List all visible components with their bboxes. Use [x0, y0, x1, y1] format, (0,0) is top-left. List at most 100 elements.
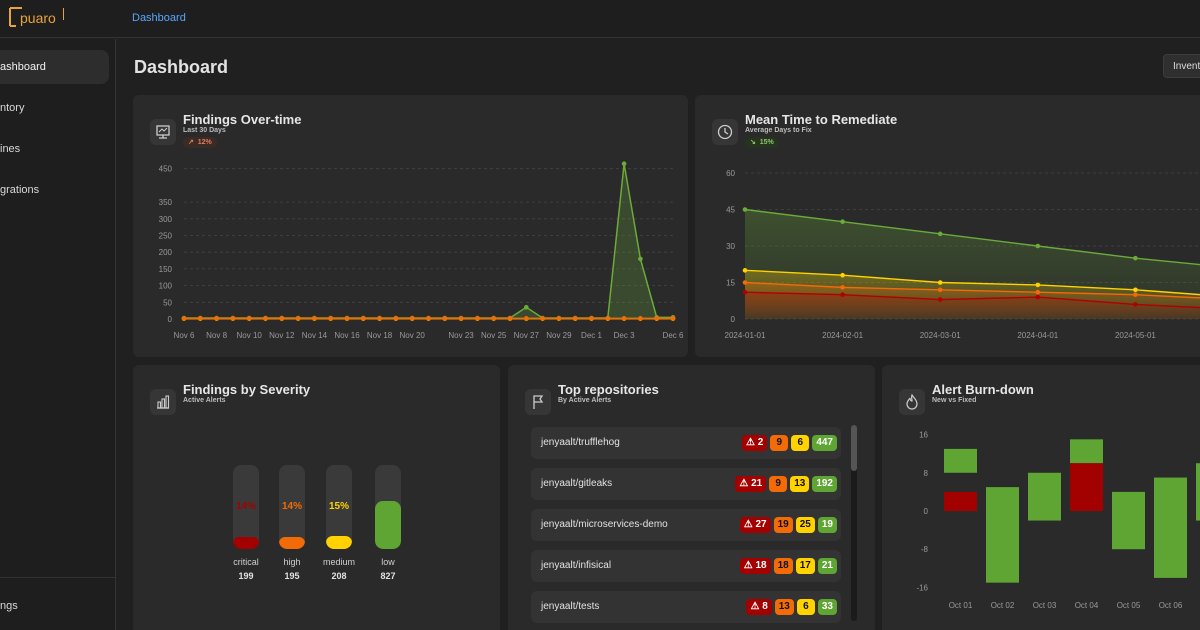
alert-badges: ⚠ 18 18 17 21	[739, 558, 837, 574]
repo-row[interactable]: jenyaalt/tests ⚠ 8 13 6 33	[531, 591, 841, 623]
x-tick-label: Nov 6	[174, 331, 195, 340]
warning-icon: ⚠	[750, 601, 760, 612]
y-tick-label: 0	[168, 315, 173, 324]
repo-name: jenyaalt/tests	[541, 601, 600, 612]
mttr-line-chart: 0 15 30 45 60 2024-01-01 2024-02-01 2024-03-01 2…	[725, 169, 1200, 340]
x-tick-label: Nov 10	[237, 331, 263, 340]
series-line	[184, 163, 673, 319]
bar	[944, 491, 977, 511]
data-point	[556, 316, 562, 321]
sidebar-item-settings[interactable]: ngs	[0, 589, 109, 623]
x-tick-label: 2024-01-01	[725, 331, 766, 340]
data-point	[1035, 294, 1041, 300]
severity-card: Findings by Severity Active Alerts 14% c…	[133, 365, 500, 630]
data-point	[524, 305, 529, 310]
bar-chart-icon	[150, 389, 176, 415]
data-point	[1133, 302, 1138, 307]
app-logo[interactable]: puaro	[8, 6, 64, 30]
card-title: Top repositories	[558, 382, 659, 397]
repo-row[interactable]: jenyaalt/trufflehog ⚠ 2 9 6 447	[531, 427, 841, 459]
data-point	[840, 285, 845, 290]
data-point	[937, 280, 943, 285]
x-tick-label: Nov 8	[206, 331, 227, 340]
x-tick-label: Oct 01	[949, 601, 973, 610]
data-point	[742, 289, 748, 295]
sidebar-item-dashboard[interactable]: ashboard	[0, 50, 109, 84]
inventory-button[interactable]: Invento	[1163, 54, 1200, 78]
severity-label: low	[381, 557, 395, 567]
burndown-bar-chart: 16 8 0 -8 -16 Oct 01 Oct 02 Oct 03 Oct 04 Oct 05 O…	[916, 431, 1200, 610]
x-tick-label: Nov 14	[302, 331, 328, 340]
repo-row[interactable]: jenyaalt/microservices-demo ⚠ 27 19 25 1…	[531, 509, 841, 541]
x-tick-label: Nov 23	[448, 331, 474, 340]
critical-badge: ⚠ 18	[739, 558, 771, 574]
y-tick-label: 450	[159, 165, 173, 174]
y-tick-label: 50	[163, 298, 172, 307]
data-point	[840, 292, 845, 297]
repo-row[interactable]: jenyaalt/infisical ⚠ 18 18 17 21	[531, 550, 841, 582]
data-point	[1133, 292, 1138, 297]
data-point	[393, 316, 399, 321]
severity-percent: 14%	[281, 501, 302, 512]
card-subtitle: Last 30 Days	[183, 127, 226, 134]
low-badge: 447	[812, 435, 837, 451]
y-tick-label: 60	[726, 169, 735, 178]
series-line	[744, 269, 1200, 296]
sidebar-item-pipelines[interactable]: ines	[0, 132, 109, 166]
x-tick-label: Dec 1	[581, 331, 602, 340]
bar	[1154, 477, 1187, 578]
scrollbar-thumb[interactable]	[851, 425, 857, 471]
repo-name: jenyaalt/trufflehog	[541, 437, 620, 448]
page-title: Dashboard	[134, 57, 229, 77]
data-point	[621, 161, 627, 166]
data-point	[937, 297, 943, 302]
delta-value: 12%	[197, 139, 212, 146]
data-point	[442, 316, 448, 321]
x-tick-label: Oct 04	[1075, 601, 1099, 610]
card-title: Mean Time to Remediate	[745, 112, 898, 127]
sidebar: ashboard ntory ines grations ngs	[0, 39, 116, 630]
top-repositories-card: Top repositories By Active Alerts jenyaa…	[508, 365, 875, 630]
x-tick-label: Oct 02	[991, 601, 1015, 610]
x-tick-label: 2024-02-01	[822, 331, 863, 340]
data-point	[426, 316, 431, 321]
sidebar-item-label: ntory	[0, 102, 25, 114]
repo-row[interactable]: jenyaalt/gitleaks ⚠ 21 9 13 192	[531, 468, 841, 500]
sidebar-item-label: ngs	[0, 600, 18, 612]
data-point	[377, 316, 382, 321]
series-area	[184, 163, 673, 319]
x-tick-label: Nov 18	[367, 331, 393, 340]
x-tick-label: 2024-03-01	[920, 331, 961, 340]
top-bar: puaro Dashboard	[0, 0, 1200, 38]
high-badge: 13	[774, 599, 794, 615]
severity-count: 199	[238, 571, 254, 581]
severity-track	[233, 465, 259, 549]
x-tick-label: Nov 25	[481, 331, 507, 340]
bar	[1196, 463, 1200, 521]
alert-badges: ⚠ 2 9 6 447	[742, 435, 837, 451]
alert-badges: ⚠ 8 13 6 33	[746, 599, 837, 615]
breadcrumb-current[interactable]: Dashboard	[132, 12, 186, 24]
sidebar-item-label: ashboard	[0, 61, 46, 73]
monitor-icon	[150, 119, 176, 145]
critical-count: 21	[751, 478, 763, 489]
sidebar-item-integrations[interactable]: grations	[0, 173, 109, 207]
sidebar-item-inventory[interactable]: ntory	[0, 91, 109, 125]
x-tick-label: Oct 05	[1117, 601, 1141, 610]
y-tick-label: 100	[159, 282, 173, 291]
critical-count: 8	[762, 601, 768, 612]
data-point	[742, 207, 748, 212]
scrollbar[interactable]	[851, 425, 857, 621]
x-tick-label: Nov 29	[546, 331, 572, 340]
data-point	[1133, 255, 1138, 261]
data-point	[621, 316, 627, 321]
series-area	[745, 292, 1200, 319]
series-line	[744, 281, 1200, 299]
card-subtitle: By Active Alerts	[558, 397, 612, 404]
x-tick-label: Nov 12	[269, 331, 295, 340]
data-point	[670, 316, 676, 321]
data-point	[605, 316, 611, 321]
alert-badges: ⚠ 27 19 25 19	[739, 517, 837, 533]
data-point	[654, 316, 659, 321]
data-point	[214, 316, 219, 321]
